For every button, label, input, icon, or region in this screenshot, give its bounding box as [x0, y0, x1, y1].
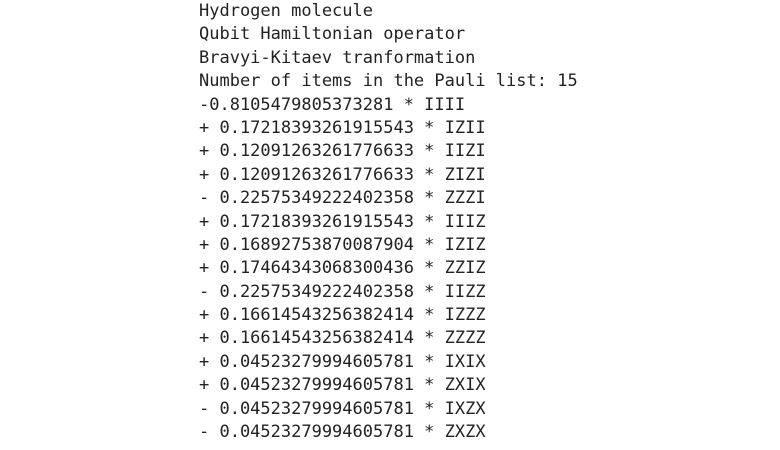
output-line: + 0.16614543256382414 * IZZZ [199, 305, 486, 326]
output-line: + 0.17218393261915543 * IIIZ [199, 211, 486, 232]
output-line: + 0.17464343068300436 * ZZIZ [199, 258, 486, 279]
output-line: + 0.12091263261776633 * ZIZI [199, 164, 486, 185]
output-line: + 0.17218393261915543 * IZII [199, 117, 486, 138]
output-line: - 0.04523279994605781 * IXZX [199, 398, 486, 419]
output-line: + 0.04523279994605781 * ZXIX [199, 375, 486, 396]
output-line: - 0.04523279994605781 * ZXZX [199, 422, 486, 443]
output-line: - 0.22575349222402358 * ZZZI [199, 188, 486, 209]
output-line: + 0.12091263261776633 * IIZI [199, 141, 486, 162]
output-line: - 0.22575349222402358 * IIZZ [199, 281, 486, 302]
output-line: + 0.16892753870087904 * IZIZ [199, 234, 486, 255]
output-line: + 0.16614543256382414 * ZZZZ [199, 328, 486, 349]
output-text: Hydrogen molecule Qubit Hamiltonian opera… [199, 0, 578, 444]
output-line: + 0.04523279994605781 * IXIX [199, 351, 486, 372]
output-line: Qubit Hamiltonian operator [199, 24, 466, 45]
output-line: Hydrogen molecule [199, 1, 373, 21]
output-line: Number of items in the Pauli list: 15 [199, 71, 578, 92]
output-line: Bravyi-Kitaev tranformation [199, 47, 476, 68]
output-line: -0.8105479805373281 * IIII [199, 94, 466, 115]
